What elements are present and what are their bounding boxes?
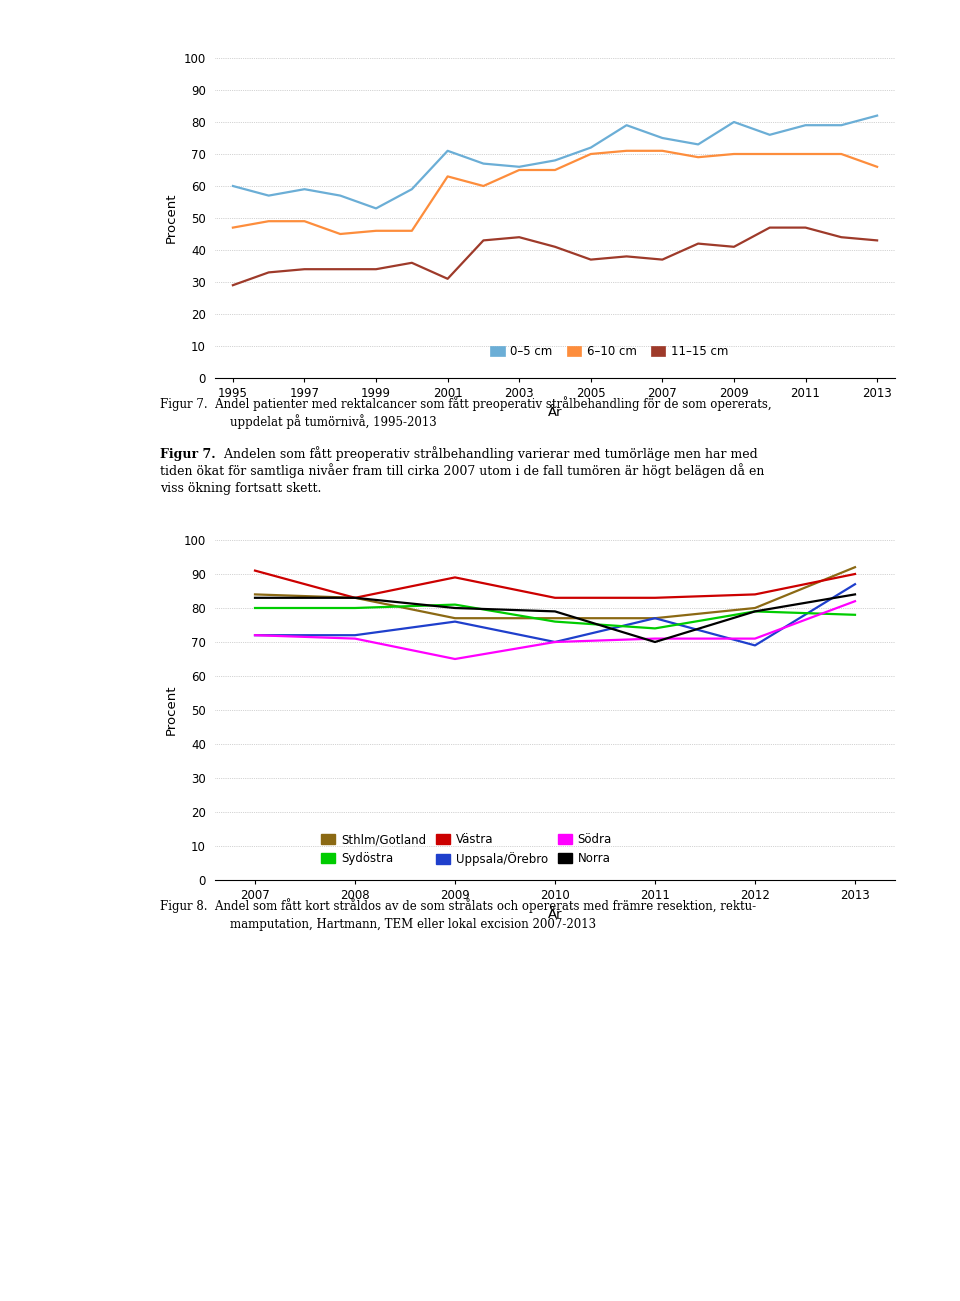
Text: Figur 7.  Andel patienter med rektalcancer som fått preoperativ strålbehandling : Figur 7. Andel patienter med rektalcance… (160, 396, 772, 411)
Y-axis label: Procent: Procent (165, 193, 179, 243)
X-axis label: År: År (548, 908, 563, 921)
Text: uppdelat på tumörnivå, 1995-2013: uppdelat på tumörnivå, 1995-2013 (230, 414, 437, 429)
Text: Figur 7.: Figur 7. (160, 448, 216, 461)
Legend: 0–5 cm, 6–10 cm, 11–15 cm: 0–5 cm, 6–10 cm, 11–15 cm (486, 340, 733, 363)
Text: viss ökning fortsatt skett.: viss ökning fortsatt skett. (160, 481, 322, 494)
Text: tiden ökat för samtliga nivåer fram till cirka 2007 utom i de fall tumören är hö: tiden ökat för samtliga nivåer fram till… (160, 463, 764, 477)
Text: Andelen som fått preoperativ strålbehandling varierar med tumörläge men har med: Andelen som fått preoperativ strålbehand… (220, 446, 757, 461)
Legend: Sthlm/Gotland, Sydöstra, Västra, Uppsala/Örebro, Södra, Norra: Sthlm/Gotland, Sydöstra, Västra, Uppsala… (317, 829, 616, 870)
Text: mamputation, Hartmann, TEM eller lokal excision 2007-2013: mamputation, Hartmann, TEM eller lokal e… (230, 919, 596, 932)
Y-axis label: Procent: Procent (165, 684, 179, 735)
X-axis label: År: År (548, 406, 563, 419)
Text: Figur 8.  Andel som fått kort stråldos av de som strålats och opererats med främ: Figur 8. Andel som fått kort stråldos av… (160, 898, 756, 913)
